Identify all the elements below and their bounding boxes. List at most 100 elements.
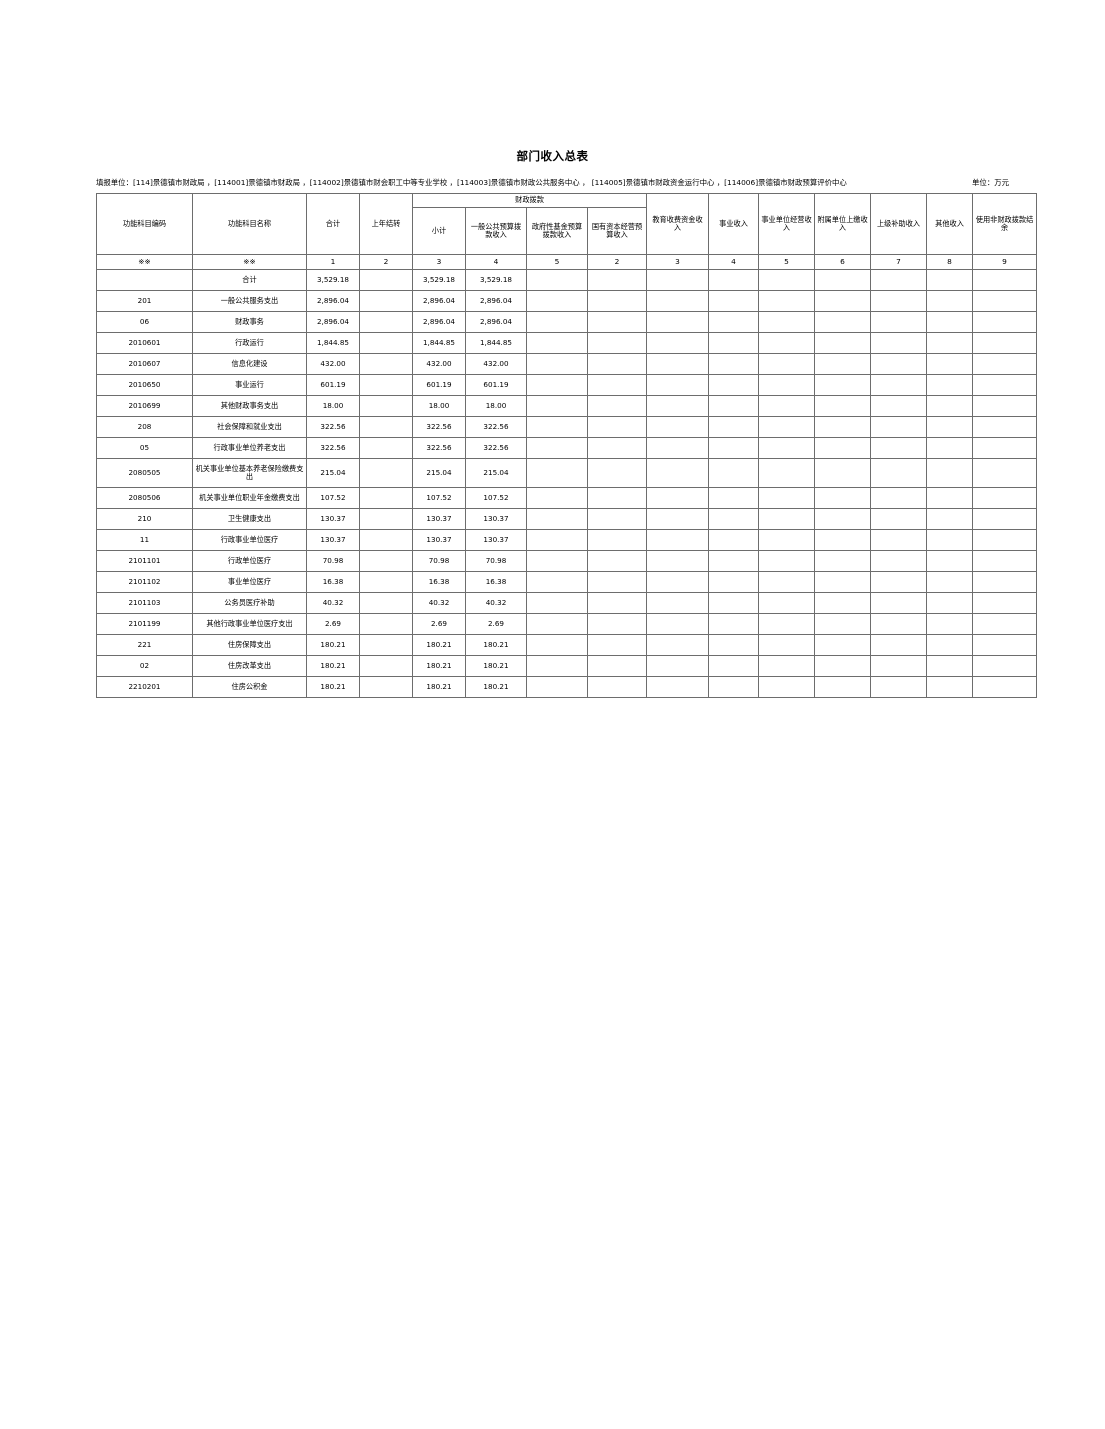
cell-prior-year-carryover (359, 634, 413, 656)
table-row: 02 住房改革支出 180.21 180.21 180.21 (96, 655, 1038, 677)
cell-fiscal-subtotal: 18.00 (412, 395, 466, 417)
cell-total: 322.56 (306, 437, 360, 459)
table-row: 2010650 事业运行 601.19 601.19 601.19 (96, 374, 1038, 396)
cell-general-public-budget: 130.37 (465, 508, 527, 530)
cell-function-name: 其他财政事务支出 (192, 395, 307, 417)
col-number-8: 3 (646, 254, 710, 270)
table-row: 2101102 事业单位医疗 16.38 16.38 16.38 (96, 571, 1038, 593)
cell-total: 2,896.04 (306, 290, 360, 312)
col-header-superior-subsidy-income: 上级补助收入 (870, 193, 928, 255)
cell-general-public-budget: 322.56 (465, 437, 527, 459)
cell-other-income (926, 592, 974, 614)
cell-business-operating (758, 508, 816, 530)
cell-general-public-budget: 70.98 (465, 550, 527, 572)
col-header-function-name: 功能科目名称 (192, 193, 307, 255)
reporting-units-label: 填报单位：[114]景德镇市财政局 ，[114001]景德镇市财政局 ，[114… (96, 178, 847, 187)
cell-total: 2,896.04 (306, 311, 360, 333)
cell-subsidiary-remittance (814, 353, 872, 375)
cell-total: 1,844.85 (306, 332, 360, 354)
table-row: 2080505 机关事业单位基本养老保险缴费支出 215.04 215.04 215.0… (96, 458, 1038, 488)
cell-business-income (708, 311, 760, 333)
cell-business-income (708, 458, 760, 488)
cell-gov-fund-budget (526, 290, 588, 312)
cell-other-income (926, 311, 974, 333)
currency-unit-label: 单位：万元 (972, 178, 1009, 187)
cell-gov-fund-budget (526, 592, 588, 614)
cell-business-income (708, 508, 760, 530)
table-row: 05 行政事业单位养老支出 322.56 322.56 322.56 (96, 437, 1038, 459)
header-sub-row: 小计 一般公共预算拨款收入 政府性基金预算拨款收入 国有资本经营预算收入 (97, 207, 1037, 255)
cell-superior-subsidy (870, 437, 928, 459)
cell-non-fiscal-surplus (972, 374, 1038, 396)
cell-subsidiary-remittance (814, 332, 872, 354)
cell-non-fiscal-surplus (972, 487, 1038, 509)
cell-superior-subsidy (870, 592, 928, 614)
cell-superior-subsidy (870, 529, 928, 551)
table-row: 2080506 机关事业单位职业年金缴费支出 107.52 107.52 107.52 (96, 487, 1038, 509)
cell-business-operating (758, 374, 816, 396)
cell-gov-fund-budget (526, 332, 588, 354)
cell-other-income (926, 487, 974, 509)
cell-business-operating (758, 353, 816, 375)
cell-gov-fund-budget (526, 655, 588, 677)
cell-general-public-budget: 18.00 (465, 395, 527, 417)
cell-prior-year-carryover (359, 332, 413, 354)
column-number-row: ※※ ※※ 1 2 3 4 5 2 3 4 5 6 7 8 9 (96, 254, 1038, 270)
table-row: 11 行政事业单位医疗 130.37 130.37 130.37 (96, 529, 1038, 551)
page-title: 部门收入总表 (516, 149, 589, 163)
cell-state-capital-budget (586, 311, 648, 333)
cell-subsidiary-remittance (814, 290, 872, 312)
cell-function-code: 2010699 (96, 395, 193, 417)
cell-general-public-budget: 432.00 (465, 353, 527, 375)
cell-state-capital-budget (586, 332, 648, 354)
cell-business-operating (758, 655, 816, 677)
cell-function-name: 行政运行 (192, 332, 307, 354)
cell-other-income (926, 508, 974, 530)
cell-prior-year-carryover (359, 508, 413, 530)
cell-total: 130.37 (306, 529, 360, 551)
table-row: 2101199 其他行政事业单位医疗支出 2.69 2.69 2.69 (96, 613, 1038, 635)
cell-business-income (708, 374, 760, 396)
col-header-prior-year-carryover: 上年结转 (359, 193, 413, 255)
cell-non-fiscal-surplus (972, 592, 1038, 614)
cell-state-capital-budget (586, 269, 648, 291)
cell-general-public-budget: 130.37 (465, 529, 527, 551)
cell-state-capital-budget (586, 571, 648, 593)
cell-other-income (926, 353, 974, 375)
cell-fiscal-subtotal: 130.37 (412, 508, 466, 530)
cell-function-name: 社会保障和就业支出 (192, 416, 307, 438)
cell-education-fee (646, 437, 710, 459)
cell-subsidiary-remittance (814, 592, 872, 614)
cell-business-income (708, 529, 760, 551)
col-header-group-fiscal-appropriation: 财政拨款 (411, 193, 648, 208)
col-header-function-code: 功能科目编码 (96, 193, 193, 255)
col-number-4: 3 (412, 254, 466, 270)
cell-prior-year-carryover (359, 395, 413, 417)
cell-function-name: 住房保障支出 (192, 634, 307, 656)
col-number-12: 7 (870, 254, 928, 270)
cell-superior-subsidy (870, 676, 928, 698)
cell-function-name: 住房公积金 (192, 676, 307, 698)
cell-education-fee (646, 676, 710, 698)
cell-business-operating (758, 676, 816, 698)
cell-function-name: 机关事业单位职业年金缴费支出 (192, 487, 307, 509)
cell-business-operating (758, 395, 816, 417)
cell-fiscal-subtotal: 322.56 (412, 437, 466, 459)
cell-fiscal-subtotal: 2,896.04 (412, 311, 466, 333)
cell-superior-subsidy (870, 634, 928, 656)
cell-function-code: 2010650 (96, 374, 193, 396)
cell-total: 40.32 (306, 592, 360, 614)
cell-business-income (708, 353, 760, 375)
table-row: 2010699 其他财政事务支出 18.00 18.00 18.00 (96, 395, 1038, 417)
cell-superior-subsidy (870, 353, 928, 375)
cell-gov-fund-budget (526, 353, 588, 375)
cell-general-public-budget: 40.32 (465, 592, 527, 614)
cell-fiscal-subtotal: 215.04 (412, 458, 466, 488)
cell-prior-year-carryover (359, 290, 413, 312)
cell-subsidiary-remittance (814, 508, 872, 530)
cell-function-code (96, 269, 193, 291)
cell-non-fiscal-surplus (972, 437, 1038, 459)
cell-function-code: 2210201 (96, 676, 193, 698)
cell-function-name: 事业单位医疗 (192, 571, 307, 593)
cell-education-fee (646, 634, 710, 656)
